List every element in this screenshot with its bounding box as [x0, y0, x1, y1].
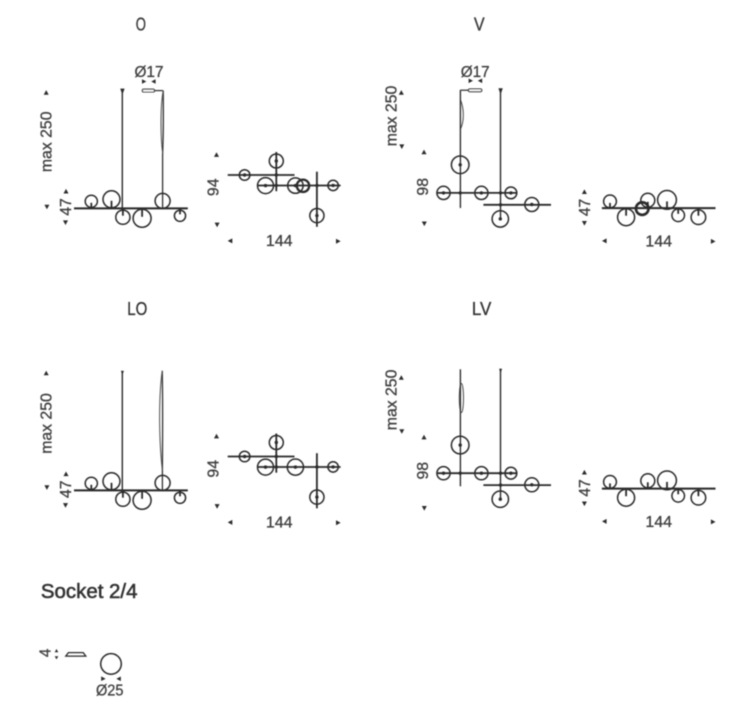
svg-text:LO: LO — [127, 299, 147, 319]
svg-text:94: 94 — [205, 460, 222, 478]
svg-text:O: O — [136, 14, 146, 34]
svg-text:47: 47 — [577, 199, 594, 217]
svg-text:Socket 2/4: Socket 2/4 — [41, 581, 138, 603]
svg-text:4: 4 — [38, 648, 55, 657]
svg-text:144: 144 — [645, 514, 672, 531]
svg-text:Ø25: Ø25 — [96, 683, 124, 700]
svg-text:144: 144 — [645, 233, 672, 250]
svg-text:47: 47 — [577, 479, 594, 497]
svg-text:V: V — [474, 14, 485, 34]
svg-text:max 250: max 250 — [39, 393, 56, 454]
svg-text:144: 144 — [266, 233, 293, 250]
svg-text:94: 94 — [205, 178, 222, 196]
svg-text:144: 144 — [266, 514, 293, 531]
svg-text:Ø17: Ø17 — [135, 64, 164, 81]
svg-text:98: 98 — [415, 462, 432, 480]
svg-text:Ø17: Ø17 — [461, 64, 490, 81]
svg-text:98: 98 — [415, 178, 432, 196]
svg-text:LV: LV — [472, 299, 492, 319]
svg-text:max 250: max 250 — [383, 369, 400, 430]
svg-text:47: 47 — [58, 198, 75, 216]
svg-text:max 250: max 250 — [39, 111, 56, 172]
svg-text:max 250: max 250 — [383, 85, 400, 146]
svg-text:47: 47 — [58, 481, 75, 499]
